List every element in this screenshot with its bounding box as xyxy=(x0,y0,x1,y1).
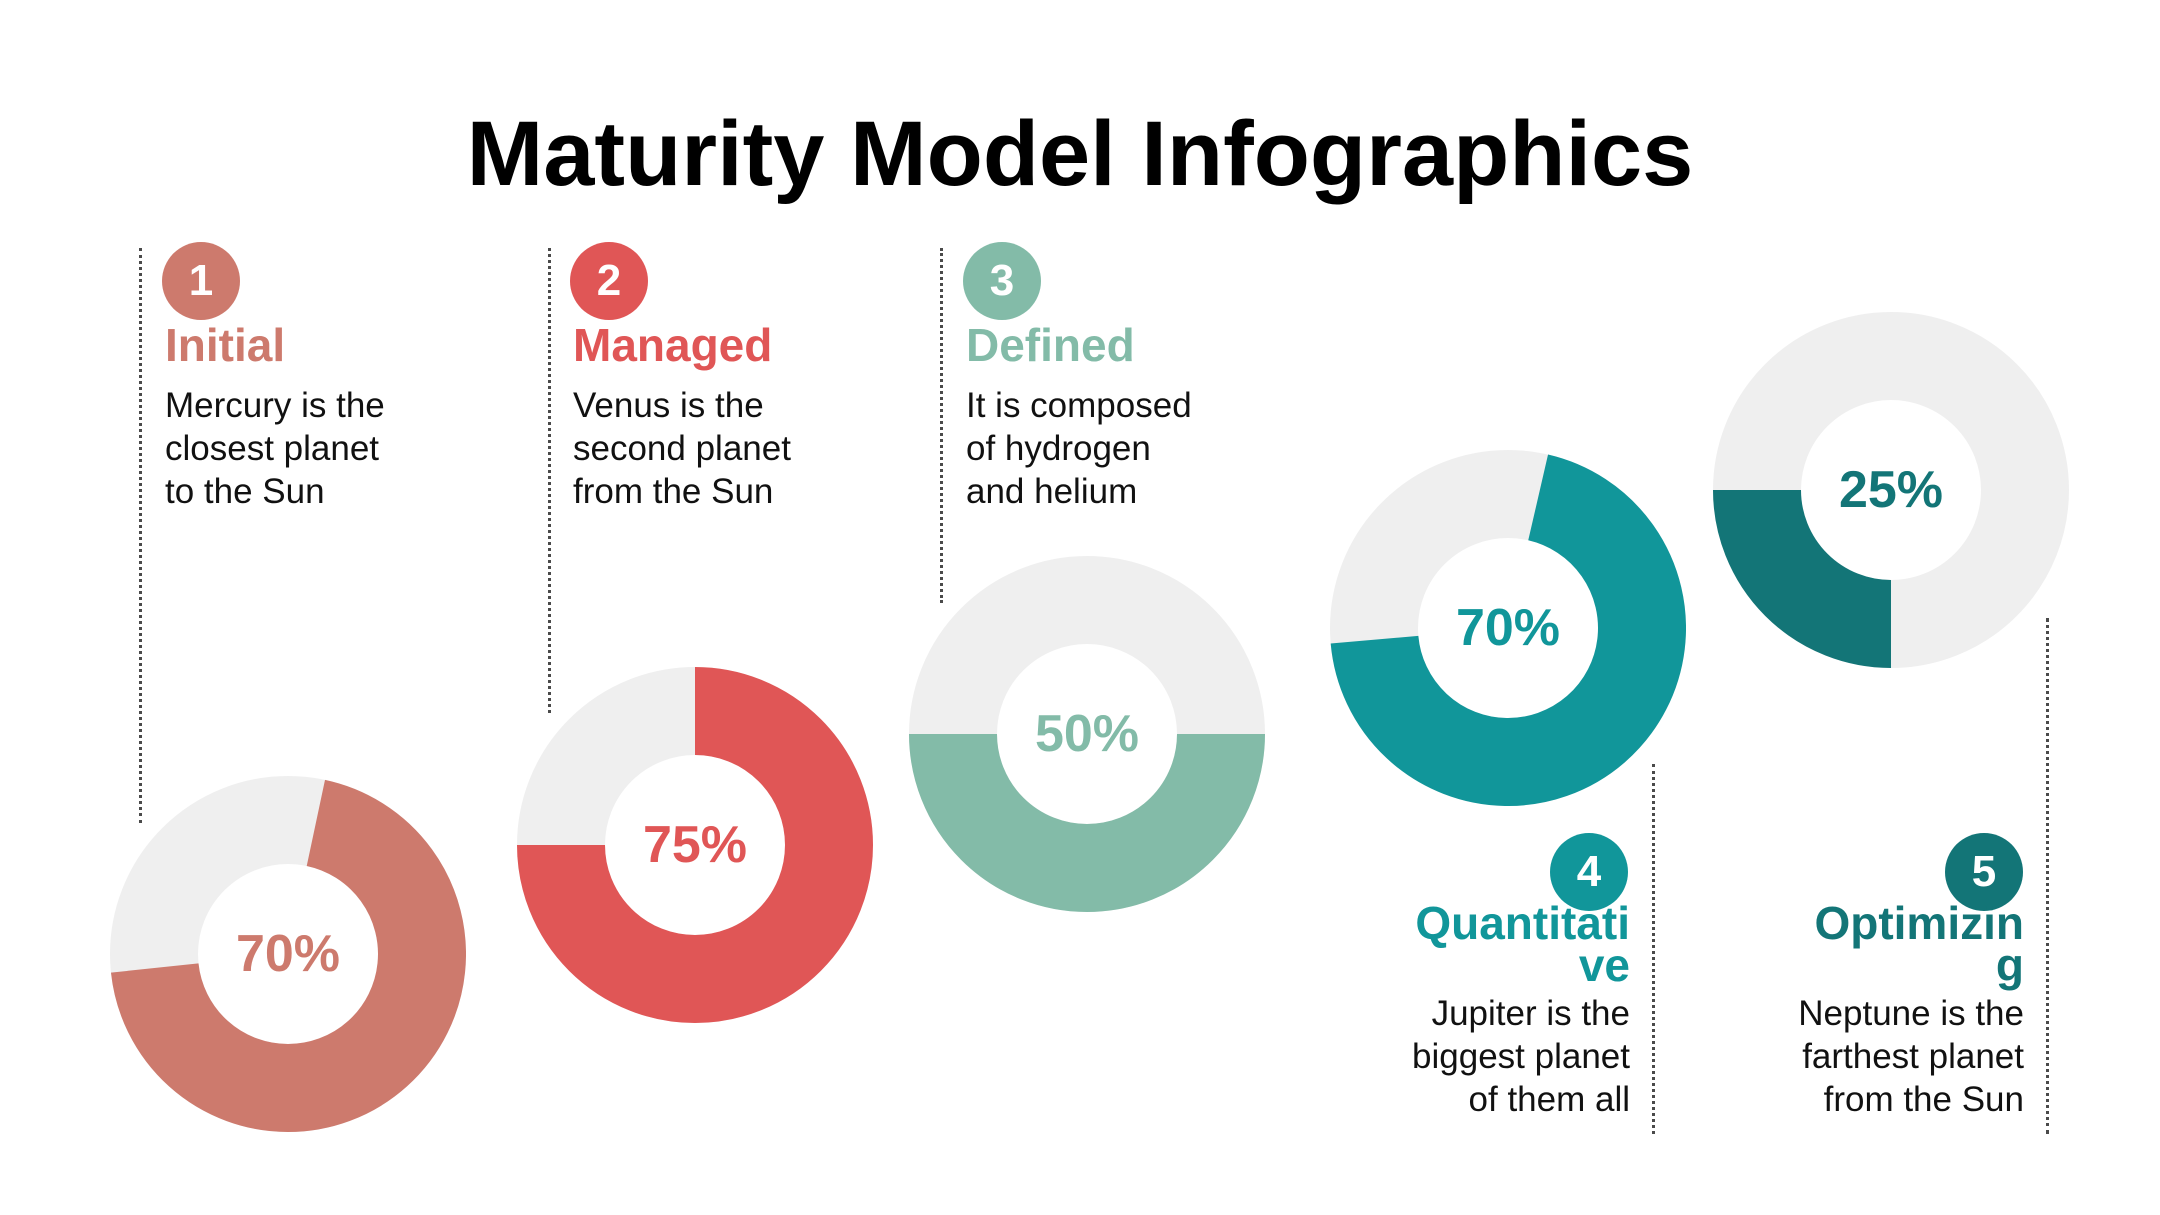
stage-1-description-line: to the Sun xyxy=(165,472,325,511)
stage-4-title: Quantitati ve xyxy=(1415,897,1630,991)
stage-2-description-line: Venus is the xyxy=(573,386,764,425)
stage-3-number-badge: 3 xyxy=(963,242,1041,320)
donut-value-arc xyxy=(909,732,1265,912)
stage-1-description: Mercury is the closest planet to the Sun xyxy=(165,384,385,513)
stage-4-title-line: ve xyxy=(1578,939,1630,991)
stage-5-title: Optimizin g xyxy=(1814,897,2024,991)
stage-5-number-badge: 5 xyxy=(1945,833,2023,911)
stage-5-percent-label: 25% xyxy=(1838,461,1944,519)
stage-3-donut-chart xyxy=(909,556,1265,912)
donut-value-arc xyxy=(1330,454,1686,806)
stage-2-connector xyxy=(548,248,551,713)
stage-4-description-line: of them all xyxy=(1468,1080,1630,1119)
stage-4-connector xyxy=(1652,764,1655,1134)
stage-5-description-line: from the Sun xyxy=(1823,1080,2024,1119)
stage-4-donut-chart xyxy=(1330,450,1686,806)
stage-4-description: Jupiter is the biggest planet of them al… xyxy=(1412,992,1630,1121)
stage-5-description: Neptune is the farthest planet from the … xyxy=(1798,992,2024,1121)
stage-5-description-line: Neptune is the xyxy=(1798,994,2024,1033)
stage-3-description-line: and helium xyxy=(966,472,1138,511)
stage-3-connector xyxy=(940,248,943,603)
stage-3-description-line: It is composed xyxy=(966,386,1192,425)
stage-2-number-badge: 2 xyxy=(570,242,648,320)
stage-1-description-line: Mercury is the xyxy=(165,386,385,425)
stage-2-percent-label: 75% xyxy=(642,816,748,874)
stage-1-description-line: closest planet xyxy=(165,429,380,468)
stage-1-number-badge: 1 xyxy=(162,242,240,320)
stage-2-title: Managed xyxy=(573,319,773,371)
stage-3-description-line: of hydrogen xyxy=(966,429,1151,468)
stage-4-title-line: Quantitati xyxy=(1415,897,1630,949)
stage-4-description-line: biggest planet xyxy=(1412,1037,1630,1076)
stage-1-title: Initial xyxy=(165,319,286,371)
stage-5-connector xyxy=(2046,618,2049,1134)
stage-4-percent-label: 70% xyxy=(1455,599,1561,657)
page-title: Maturity Model Infographics xyxy=(466,103,1694,205)
donut-value-arc xyxy=(110,779,466,1132)
stage-1-connector xyxy=(139,248,142,823)
stage-1-percent-label: 70% xyxy=(235,925,341,983)
stage-4-description-line: Jupiter is the xyxy=(1431,994,1630,1033)
stage-4-number-badge: 4 xyxy=(1550,833,1628,911)
stage-3-percent-label: 50% xyxy=(1034,705,1140,763)
stage-2-description-line: second planet xyxy=(573,429,791,468)
stage-5-title-line: Optimizin xyxy=(1814,897,2024,949)
stage-5-donut-chart xyxy=(1713,312,2069,668)
stage-1-donut-chart xyxy=(110,776,466,1132)
donut-value-arc xyxy=(1713,488,1893,668)
stage-5-title-line: g xyxy=(1995,939,2024,991)
stage-5-description-line: farthest planet xyxy=(1802,1037,2024,1076)
donut-value-arc xyxy=(517,667,873,1023)
stage-3-title: Defined xyxy=(966,319,1135,371)
stage-2-description: Venus is the second planet from the Sun xyxy=(573,384,791,513)
stage-3-description: It is composed of hydrogen and helium xyxy=(966,384,1192,513)
stage-2-description-line: from the Sun xyxy=(573,472,774,511)
stage-2-donut-chart xyxy=(517,667,873,1023)
